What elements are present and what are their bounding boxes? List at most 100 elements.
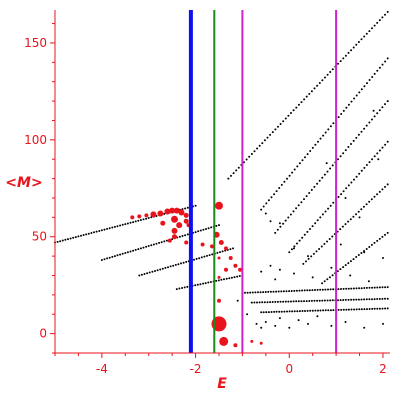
data-point: [347, 103, 350, 106]
data-point: [263, 301, 266, 304]
data-point: [72, 236, 75, 239]
data-point: [280, 310, 283, 313]
data-point: [373, 298, 376, 301]
data-point: [378, 66, 381, 69]
data-point: [371, 298, 373, 301]
data-point: [340, 113, 343, 115]
data-point: [230, 174, 232, 177]
data-point: [236, 299, 239, 302]
data-point: [332, 288, 335, 291]
highlight-point: [210, 244, 214, 249]
data-point: [313, 87, 316, 90]
data-point: [253, 301, 256, 304]
data-point: [186, 206, 189, 209]
data-point: [309, 309, 312, 312]
data-point: [267, 311, 270, 314]
data-point: [317, 309, 319, 312]
data-point: [172, 264, 175, 267]
data-point: [203, 255, 206, 258]
data-point: [186, 285, 189, 288]
data-point: [384, 233, 386, 236]
data-point: [271, 131, 274, 134]
data-point: [290, 248, 293, 251]
data-point: [384, 13, 386, 16]
data-point: [184, 234, 187, 237]
data-point: [145, 245, 148, 248]
data-point: [270, 311, 273, 313]
data-point: [288, 326, 291, 329]
data-point: [273, 193, 276, 196]
data-point: [250, 301, 253, 304]
data-point: [301, 310, 304, 312]
data-point: [262, 311, 265, 314]
data-point: [95, 230, 98, 233]
data-point: [265, 202, 268, 205]
data-point: [365, 32, 368, 35]
data-point: [314, 143, 317, 146]
data-point: [215, 279, 218, 282]
data-point: [363, 251, 366, 254]
data-point: [378, 286, 381, 289]
data-point: [350, 287, 353, 290]
data-point: [345, 106, 348, 109]
data-point: [371, 76, 374, 78]
data-point: [288, 310, 291, 313]
data-point: [360, 88, 363, 91]
data-point: [202, 228, 205, 231]
data-point: [291, 310, 294, 313]
data-point: [357, 254, 360, 256]
data-point: [245, 158, 248, 161]
data-point: [269, 301, 272, 304]
data-point: [290, 290, 293, 292]
data-point: [119, 253, 122, 256]
data-point: [318, 299, 321, 302]
highlight-point: [217, 275, 221, 279]
data-point: [253, 150, 256, 153]
data-point: [260, 208, 263, 211]
data-point: [370, 243, 373, 246]
data-point: [371, 286, 374, 289]
data-point: [329, 309, 332, 312]
data-point: [108, 256, 111, 259]
data-point: [329, 288, 332, 291]
data-point: [347, 184, 350, 187]
highlight-point: [150, 211, 157, 218]
data-point: [321, 176, 324, 179]
data-point: [269, 220, 272, 223]
data-point: [64, 238, 67, 241]
data-point: [229, 248, 232, 251]
data-point: [331, 274, 334, 277]
data-point: [293, 310, 296, 313]
highlight-point: [217, 298, 221, 303]
data-point: [319, 216, 322, 219]
data-point: [342, 299, 345, 301]
highlight-point: [157, 210, 164, 217]
data-point: [376, 193, 379, 196]
data-point: [307, 322, 309, 325]
data-point: [316, 299, 319, 302]
data-point: [282, 120, 285, 123]
data-point: [225, 277, 228, 280]
data-point: [327, 288, 329, 291]
highlight-point: [215, 201, 223, 210]
data-point: [298, 239, 301, 242]
data-point: [278, 317, 281, 320]
data-point: [323, 299, 326, 302]
data-point: [132, 221, 135, 224]
data-point: [318, 179, 321, 182]
data-point: [368, 161, 371, 164]
data-point: [339, 243, 342, 246]
highlight-point: [160, 220, 166, 226]
highlight-point: [224, 246, 228, 251]
data-point: [303, 289, 306, 292]
data-point: [337, 299, 339, 302]
data-point: [276, 300, 279, 303]
data-point: [300, 201, 303, 204]
data-point: [121, 223, 124, 226]
data-point: [310, 299, 313, 302]
data-point: [384, 307, 387, 310]
data-point: [357, 210, 360, 213]
data-point: [262, 205, 265, 208]
data-point: [360, 308, 363, 311]
data-point: [312, 252, 315, 255]
